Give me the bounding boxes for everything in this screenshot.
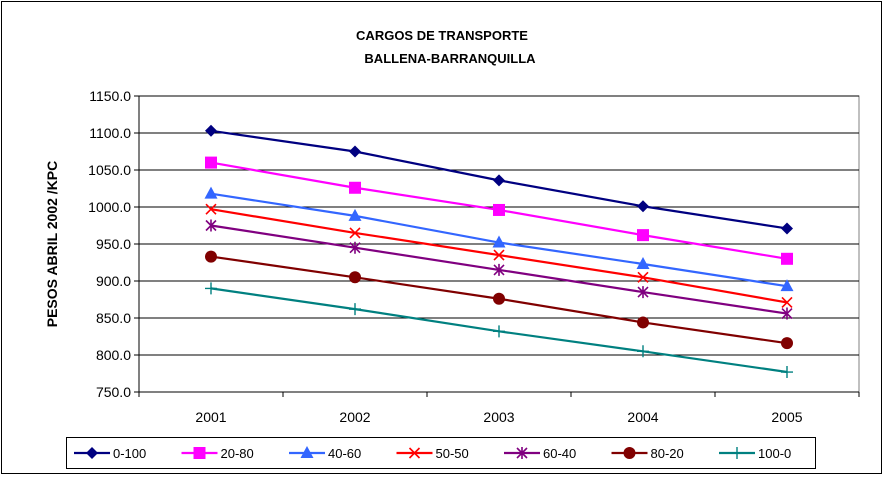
y-tick-label: 1050.0: [88, 162, 131, 178]
legend-label: 20-80: [221, 446, 254, 461]
data-point: [781, 307, 793, 320]
series-0-100: [205, 124, 793, 235]
data-point: [493, 292, 505, 305]
data-point: [636, 256, 650, 269]
data-point: [205, 250, 217, 263]
legend-marker: [623, 447, 636, 459]
data-point: [637, 229, 649, 242]
series-80-20: [205, 250, 793, 350]
legend-item: 0-100: [74, 446, 146, 461]
x-tick-label: 2002: [339, 409, 370, 425]
data-point: [493, 263, 505, 276]
y-tick-label: 850.0: [96, 310, 131, 326]
y-tick-label: 1000.0: [88, 199, 131, 215]
data-point: [493, 249, 505, 261]
legend-label: 60-40: [543, 446, 576, 461]
legend-label: 0-100: [113, 446, 146, 461]
legend-item: 20-80: [181, 446, 254, 461]
legend-marker: [731, 447, 743, 459]
data-point: [205, 282, 217, 295]
data-point: [204, 186, 218, 199]
data-point: [781, 222, 793, 235]
legend-marker: [86, 447, 98, 459]
data-point: [493, 203, 505, 216]
x-tick-label: 2005: [771, 409, 802, 425]
series-20-80: [205, 156, 793, 265]
data-point: [205, 219, 217, 232]
data-point: [493, 325, 505, 338]
data-point: [781, 366, 793, 379]
data-point: [780, 279, 794, 292]
x-tick-label: 2001: [195, 409, 226, 425]
y-tick-label: 950.0: [96, 236, 131, 252]
grid-lines: [139, 95, 859, 393]
y-tick-label: 750.0: [96, 384, 131, 400]
data-point: [781, 252, 793, 265]
data-point: [637, 286, 649, 299]
legend-item: 80-20: [611, 446, 684, 461]
legend-marker: [408, 447, 421, 459]
y-tick-label: 900.0: [96, 273, 131, 289]
series-60-40: [205, 219, 793, 320]
y-axis-label: PESOS ABRIL 2002 /KPC: [44, 161, 60, 328]
legend-label: 100-0: [758, 446, 791, 461]
data-point: [637, 316, 649, 329]
data-point: [205, 203, 217, 215]
series-layer: [204, 124, 794, 379]
data-point: [348, 208, 362, 221]
x-tick-label: 2003: [483, 409, 514, 425]
data-point: [781, 337, 793, 350]
legend-marker: [193, 447, 206, 459]
data-point: [493, 174, 505, 187]
data-point: [205, 156, 217, 169]
series-100-0: [205, 282, 793, 379]
x-tick-label: 2004: [627, 409, 658, 425]
legend-marker: [516, 447, 528, 459]
y-tick-label: 1150.0: [89, 88, 131, 104]
data-point: [349, 181, 361, 194]
data-point: [637, 200, 649, 213]
series-50-50: [205, 203, 793, 309]
chart-title-line1: CARGOS DE TRANSPORTE: [356, 28, 528, 43]
legend-item: 40-60: [289, 446, 361, 461]
chart-title-line2: BALLENA-BARRANQUILLA: [364, 51, 536, 66]
data-point: [205, 124, 217, 137]
legend-item: 100-0: [719, 446, 791, 461]
axes: 750.0 800.0 850.0 900.0 950.0 1000.0 1050.0 110…: [88, 88, 860, 425]
legend-item: 50-50: [396, 446, 469, 461]
data-point: [781, 296, 793, 309]
legend-label: 40-60: [328, 446, 361, 461]
data-point: [637, 345, 649, 358]
data-point: [637, 271, 649, 283]
data-point: [349, 271, 361, 284]
legend-label: 80-20: [651, 446, 684, 461]
y-tick-label: 800.0: [96, 347, 131, 363]
y-tick-label: 1100.0: [89, 125, 131, 141]
data-point: [492, 235, 506, 248]
series-40-60: [204, 186, 794, 292]
data-point: [349, 227, 361, 239]
legend-marker: [300, 446, 314, 458]
data-point: [349, 241, 361, 254]
legend-item: 60-40: [504, 446, 576, 461]
legend: 0-100 20-80 40-60 50-50 60-40 80-20 100-0: [74, 446, 791, 461]
data-point: [349, 145, 361, 158]
data-point: [349, 303, 361, 316]
legend-label: 50-50: [436, 446, 469, 461]
